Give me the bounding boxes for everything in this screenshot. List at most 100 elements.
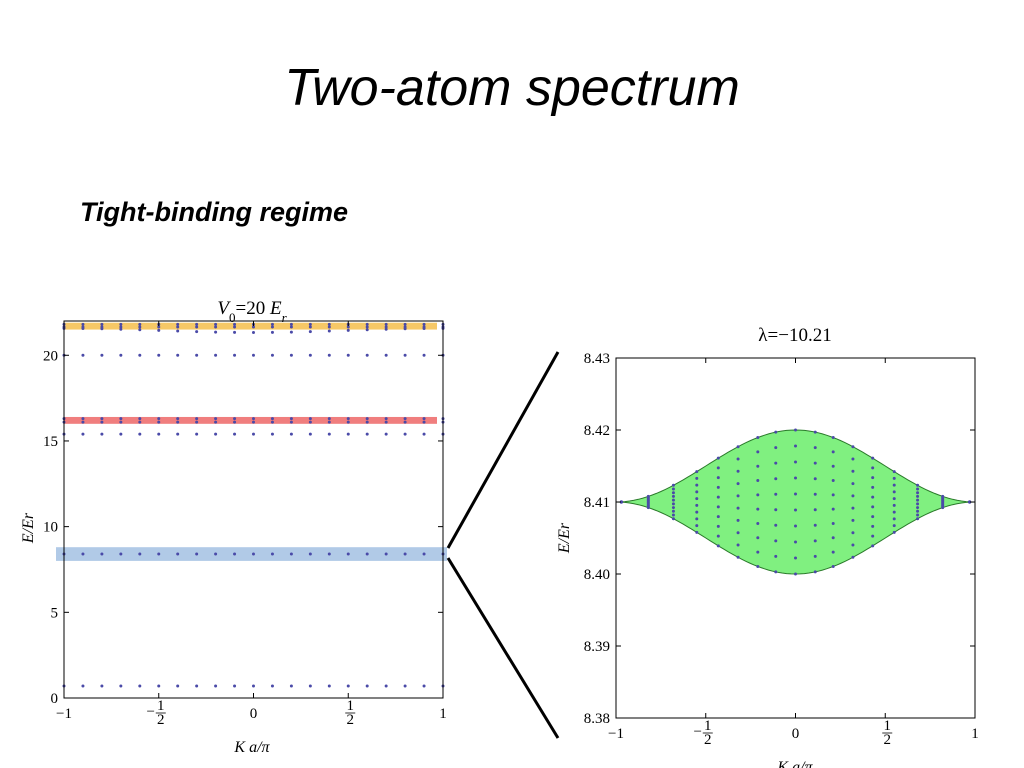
right-data-point (774, 492, 778, 496)
left-data-point (252, 432, 255, 436)
left-y-tick-label: 10 (43, 520, 58, 536)
left-data-point (327, 329, 331, 333)
right-data-point (831, 521, 835, 525)
right-data-point (794, 476, 797, 480)
right-data-point (736, 469, 740, 473)
left-data-point (176, 420, 180, 424)
right-data-point (871, 476, 875, 480)
left-data-point (289, 432, 293, 436)
left-data-point (422, 552, 426, 556)
slide-title: Two-atom spectrum (284, 59, 740, 117)
left-data-point (346, 325, 350, 329)
left-data-point (157, 328, 161, 332)
right-data-point (916, 487, 920, 491)
left-data-point (157, 432, 161, 436)
left-data-point (346, 417, 350, 421)
left-data-point (270, 330, 274, 334)
left-data-point (176, 684, 180, 688)
right-data-point (671, 509, 675, 513)
right-data-point (671, 517, 675, 521)
left-x-tick-label-sign: − (147, 704, 155, 720)
left-data-point (100, 432, 104, 436)
right-data-point (892, 503, 896, 507)
left-data-point (327, 420, 331, 424)
right-data-point (736, 506, 740, 510)
right-data-point (716, 515, 720, 519)
left-data-point (384, 417, 388, 421)
left-data-point (403, 322, 407, 326)
left-data-point (365, 417, 369, 421)
right-data-point (851, 555, 855, 559)
left-data-point (270, 417, 274, 421)
left-data-point (308, 420, 312, 424)
left-x-tick-label: 12 (345, 698, 356, 728)
right-data-point (716, 485, 720, 489)
right-data-point (695, 524, 699, 528)
right-data-point (871, 456, 875, 460)
left-data-point (365, 552, 369, 556)
left-data-point (252, 330, 255, 334)
zoom-connector-lower (446, 557, 560, 739)
right-data-point (671, 483, 675, 487)
left-data-point (81, 684, 85, 688)
left-data-point (365, 420, 369, 424)
right-data-point (695, 530, 699, 534)
left-x-tick-label-denominator: 2 (347, 712, 355, 728)
left-data-point (384, 552, 388, 556)
right-band-lens (615, 429, 976, 575)
left-data-point (100, 417, 104, 421)
right-data-point (813, 430, 817, 434)
right-data-point (916, 483, 920, 487)
left-data-point (346, 353, 350, 357)
left-data-point (252, 684, 255, 688)
left-data-point (346, 552, 350, 556)
left-data-point (81, 420, 85, 424)
right-data-point (756, 436, 760, 440)
right-data-point (794, 540, 797, 544)
left-data-point (138, 684, 142, 688)
right-data-point (851, 531, 855, 535)
left-data-point (195, 325, 199, 329)
left-data-point (81, 322, 85, 326)
right-data-points (619, 428, 972, 576)
right-data-point (916, 509, 920, 513)
right-data-point (736, 555, 740, 559)
right-data-point (871, 534, 875, 538)
left-x-tick-label: 0 (250, 706, 258, 722)
right-data-point (892, 524, 896, 528)
left-x-tick-label: 1 (439, 706, 447, 722)
left-data-point (422, 684, 426, 688)
right-data-point (916, 517, 920, 521)
right-data-point (695, 476, 699, 480)
left-x-tick-label-numerator: 1 (157, 698, 165, 714)
left-data-point (119, 353, 123, 357)
left-data-point (100, 552, 104, 556)
right-data-point (871, 466, 875, 470)
left-x-tick-label: −1 (56, 706, 72, 722)
left-data-point (327, 417, 331, 421)
right-data-point (892, 483, 896, 487)
right-data-point (892, 530, 896, 534)
left-highlight-band (64, 322, 437, 330)
right-data-point (794, 460, 797, 464)
left-data-point (195, 353, 199, 357)
left-data-point (214, 420, 218, 424)
right-data-point (831, 436, 835, 440)
right-data-point (794, 572, 797, 576)
left-data-point (252, 552, 255, 556)
left-data-point (214, 684, 218, 688)
left-plot-frame (63, 320, 444, 699)
right-data-point (794, 492, 797, 496)
right-data-point (851, 506, 855, 510)
left-data-point (214, 330, 218, 334)
left-highlight-band (64, 416, 437, 424)
right-data-point (831, 550, 835, 554)
right-data-point (774, 570, 778, 574)
right-x-tick-label-denominator: 2 (704, 732, 712, 748)
right-data-point (695, 490, 699, 494)
left-data-point (384, 325, 388, 329)
right-data-point (813, 461, 817, 465)
left-x-ticks: −1−12 0 12 1 (56, 321, 447, 728)
right-data-point (851, 482, 855, 486)
right-data-point (916, 491, 920, 495)
